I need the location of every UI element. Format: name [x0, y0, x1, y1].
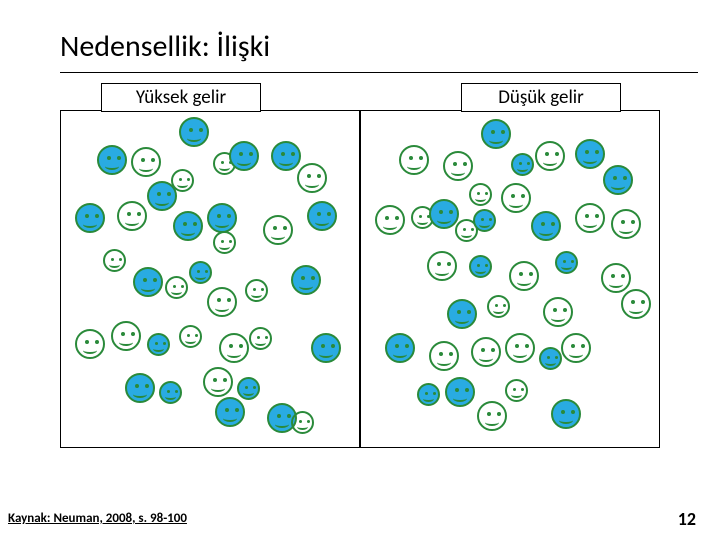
smiley-icon [535, 141, 565, 171]
smiley-icon [551, 399, 581, 429]
smiley-icon [429, 341, 459, 371]
smiley-icon [213, 231, 236, 254]
smiley-icon [179, 117, 209, 147]
smiley-icon [179, 325, 202, 348]
smiley-icon [291, 411, 314, 434]
smiley-icon [385, 333, 415, 363]
smiley-icon [245, 279, 268, 302]
smiley-icon [501, 183, 531, 213]
smiley-icon [75, 203, 105, 233]
slide: Nedensellik: İlişki Yüksek gelir Düşük g… [0, 0, 720, 540]
smiley-icon [263, 215, 293, 245]
smiley-icon [531, 211, 561, 241]
panel-label-high-income: Yüksek gelir [101, 83, 261, 112]
page-number: 12 [678, 508, 696, 530]
panel-high-income: Yüksek gelir [60, 110, 360, 448]
smiley-icon [165, 276, 188, 299]
smiley-icon [399, 145, 429, 175]
smiley-icon [469, 183, 492, 206]
smiley-icon [147, 181, 177, 211]
smiley-icon [481, 119, 511, 149]
smiley-icon [219, 333, 249, 363]
smiley-icon [603, 165, 633, 195]
smiley-icon [375, 205, 405, 235]
smiley-icon [215, 397, 245, 427]
smiley-icon [125, 373, 155, 403]
smiley-icon [447, 299, 477, 329]
smiley-icon [575, 139, 605, 169]
smiley-icon [511, 153, 534, 176]
smiley-icon [203, 367, 233, 397]
smiley-icon [307, 201, 337, 231]
smiley-icon [555, 251, 578, 274]
smiley-icon [75, 329, 105, 359]
smiley-icon [611, 209, 641, 239]
smiley-icon [561, 333, 591, 363]
panel-low-income: Düşük gelir [360, 110, 660, 448]
smiley-icon [133, 267, 163, 297]
smiley-icon [487, 295, 510, 318]
smiley-icon [417, 383, 440, 406]
smiley-icon [443, 151, 473, 181]
panels-container: Yüksek gelir Düşük gelir [60, 110, 660, 448]
smiley-icon [473, 209, 496, 232]
smiley-icon [207, 287, 237, 317]
smiley-icon [427, 251, 457, 281]
smiley-icon [207, 203, 237, 233]
smiley-icon [539, 347, 562, 370]
smiley-icon [575, 203, 605, 233]
smiley-icon [311, 333, 341, 363]
smiley-icon [621, 289, 651, 319]
smiley-icon [173, 211, 203, 241]
source-citation: Kaynak: Neuman, 2008, s. 98-100 [8, 511, 187, 526]
smiley-icon [601, 263, 631, 293]
smiley-icon [147, 333, 170, 356]
smiley-icon [445, 377, 475, 407]
smiley-icon [291, 265, 321, 295]
smiley-icon [543, 297, 573, 327]
smiley-icon [159, 381, 182, 404]
smiley-icon [237, 377, 260, 400]
panel-label-low-income: Düşük gelir [461, 83, 621, 112]
smiley-icon [249, 327, 272, 350]
smiley-icon [505, 379, 528, 402]
smiley-icon [111, 321, 141, 351]
smiley-icon [429, 199, 459, 229]
slide-title: Nedensellik: İlişki [60, 28, 270, 65]
smiley-icon [469, 255, 492, 278]
smiley-icon [97, 145, 127, 175]
smiley-icon [297, 163, 327, 193]
smiley-icon [471, 337, 501, 367]
smiley-icon [505, 333, 535, 363]
title-underline [60, 72, 698, 73]
smiley-icon [229, 141, 259, 171]
smiley-icon [477, 401, 507, 431]
smiley-icon [271, 141, 301, 171]
smiley-icon [103, 249, 126, 272]
smiley-icon [189, 261, 212, 284]
smiley-icon [117, 201, 147, 231]
smiley-icon [131, 147, 161, 177]
smiley-icon [509, 261, 539, 291]
